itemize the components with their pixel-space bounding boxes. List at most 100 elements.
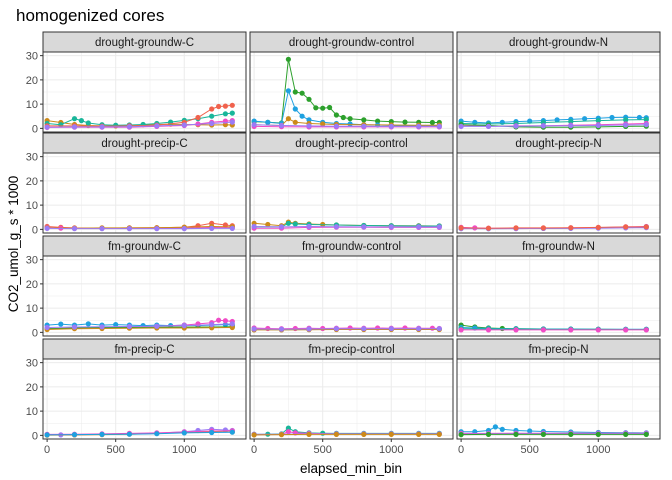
data-point [388,123,394,129]
x-tick-label: 0 [251,444,257,456]
data-point [251,118,257,124]
y-tick-label: 30 [26,51,38,63]
data-point [595,224,601,230]
x-tick-label: 500 [107,444,125,456]
series-line [461,226,647,229]
data-point [623,327,629,333]
data-point [595,118,601,124]
data-point [292,106,298,112]
data-point [513,327,519,333]
data-point [209,113,215,119]
facet-strip-label: drought-precip-N [515,138,601,150]
data-point [568,119,574,125]
data-point [416,224,422,230]
panel-grid [250,256,453,336]
facet-panel: drought-groundw-control [249,31,454,133]
panel-border [42,358,247,440]
series [458,224,649,231]
data-point [285,56,291,62]
data-point [229,324,235,331]
y-tick-label: 20 [26,279,38,291]
data-point [58,321,64,327]
data-point [416,326,422,332]
data-point [78,118,84,124]
facet-panel: drought-precip-control [249,132,454,234]
data-point [292,119,298,125]
y-tick-label: 30 [26,255,38,267]
series-line [47,112,233,126]
facet-panel: drought-precip-C [42,132,247,234]
x-axis-title: elapsed_min_bin [300,461,402,476]
series-line [47,431,233,436]
data-point [44,324,50,331]
data-point [113,322,119,328]
facet-strip-label: fm-precip-N [528,344,588,356]
data-point [554,117,560,123]
data-point [306,431,312,437]
panel-border [249,152,454,234]
data-point [643,224,649,230]
series-line [47,327,233,330]
data-point [333,123,339,129]
facet-panels: drought-groundw-C drought-groundw-control… [42,31,661,440]
series [44,119,235,130]
facet-strip-label: drought-precip-control [295,138,408,150]
data-point [375,118,381,124]
x-axes: 0 500 1000 0 500 1000 0 500 1000 [44,439,611,456]
data-point [513,431,519,437]
data-point [58,122,64,128]
series [44,321,235,331]
x-tick-label: 0 [44,444,50,456]
data-point [216,317,222,323]
data-point [229,110,235,116]
data-point [306,326,312,332]
data-point [229,429,235,435]
data-point [499,426,505,432]
data-point [285,116,291,122]
data-point [181,122,187,128]
y-axis-title: CO2_umol_g_s * 1000 [6,176,21,313]
data-point [568,327,574,333]
data-point [292,325,298,332]
data-point [154,431,160,437]
series-line [461,119,647,125]
facet-strip-label: fm-groundw-N [522,241,595,253]
facet-strip-label: fm-groundw-control [302,241,401,253]
panel-border [42,51,247,133]
data-point [361,326,367,332]
data-point [458,123,464,129]
data-point [44,225,50,231]
facet-panel: fm-groundw-N [456,235,661,337]
data-point [416,123,422,129]
series-line [254,433,440,436]
panel-border [456,51,661,133]
data-point [306,123,312,129]
y-axes: 0 10 20 30 0 10 20 30 0 10 20 30 0 10 20 30 [26,51,43,442]
series [458,327,649,333]
data-point [278,326,285,332]
data-point [229,225,235,231]
facet-panel: drought-groundw-C [42,31,247,133]
data-point [540,327,547,333]
data-point [229,102,235,108]
series-line [254,222,440,228]
facet-strip-label: fm-groundw-C [108,241,181,253]
data-point [209,120,215,127]
data-point [285,88,291,94]
data-point [402,119,408,125]
data-point [222,103,228,109]
data-point [361,224,367,230]
data-point [340,114,346,121]
facet-strip-label: drought-groundw-C [95,37,194,49]
facet-strip-label: fm-precip-control [308,344,394,356]
panel-border [456,255,661,337]
data-point [99,226,105,232]
data-point [222,111,228,117]
facet-strip-label: fm-precip-C [114,344,174,356]
facet-strip-label: drought-groundw-N [509,37,608,49]
x-tick-label: 500 [314,444,332,456]
data-point [126,124,132,130]
data-point [347,116,353,122]
data-point [306,96,312,102]
facet-panel: fm-groundw-C [42,235,247,337]
